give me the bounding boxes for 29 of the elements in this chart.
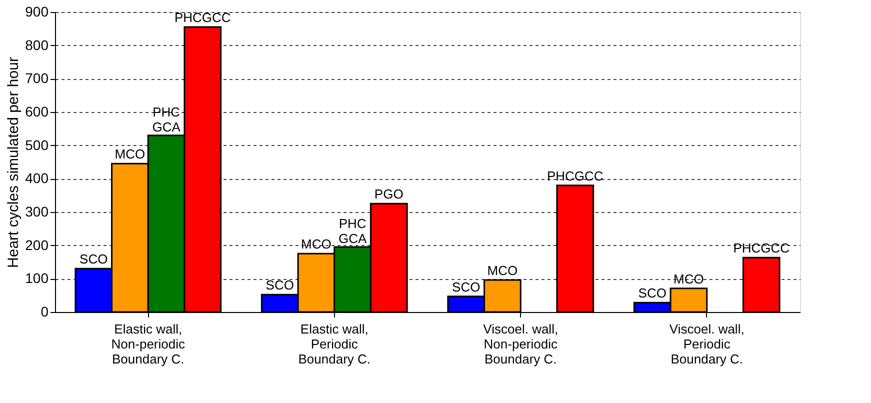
data-label: SCO [80, 252, 108, 267]
y-axis-title: Heart cycles simulated per hour [5, 57, 22, 268]
y-tick-label: 800 [25, 36, 49, 53]
x-tick-label: Viscoel. wall, Non-periodic Boundary C. [483, 322, 558, 366]
data-label: PHC GCA [152, 104, 181, 134]
data-label: SCO [452, 279, 480, 294]
data-label: PHCGCC [733, 240, 790, 256]
y-tick-label: 100 [25, 270, 49, 286]
y-tick-label: 500 [25, 136, 49, 153]
data-label: PHCGCC [546, 168, 604, 184]
data-label: SCO [266, 278, 294, 293]
data-label: MCO [114, 146, 146, 162]
data-label: SCO [638, 286, 666, 301]
y-tick-label: 400 [25, 170, 49, 186]
data-label: MCO [487, 263, 518, 278]
y-tick-label: 900 [25, 4, 49, 20]
y-tick-label: 700 [25, 70, 49, 86]
data-label: PGO [374, 186, 404, 202]
y-tick-label: 0 [40, 304, 49, 320]
x-tick-label: Elastic wall, Periodic Boundary C. [298, 322, 371, 366]
y-tick-label: 300 [25, 204, 49, 220]
x-tick-label: Viscoel. wall, Periodic Boundary C. [669, 322, 744, 366]
data-label: MCO [301, 236, 332, 252]
data-label: PHCGCC [174, 10, 231, 25]
y-tick-label: 600 [25, 104, 49, 120]
data-label: PHC GCA [338, 216, 367, 246]
x-tick-label: Elastic wall, Non-periodic Boundary C. [111, 322, 186, 366]
y-tick-label: 200 [25, 236, 49, 253]
data-label: MCO [674, 271, 704, 286]
